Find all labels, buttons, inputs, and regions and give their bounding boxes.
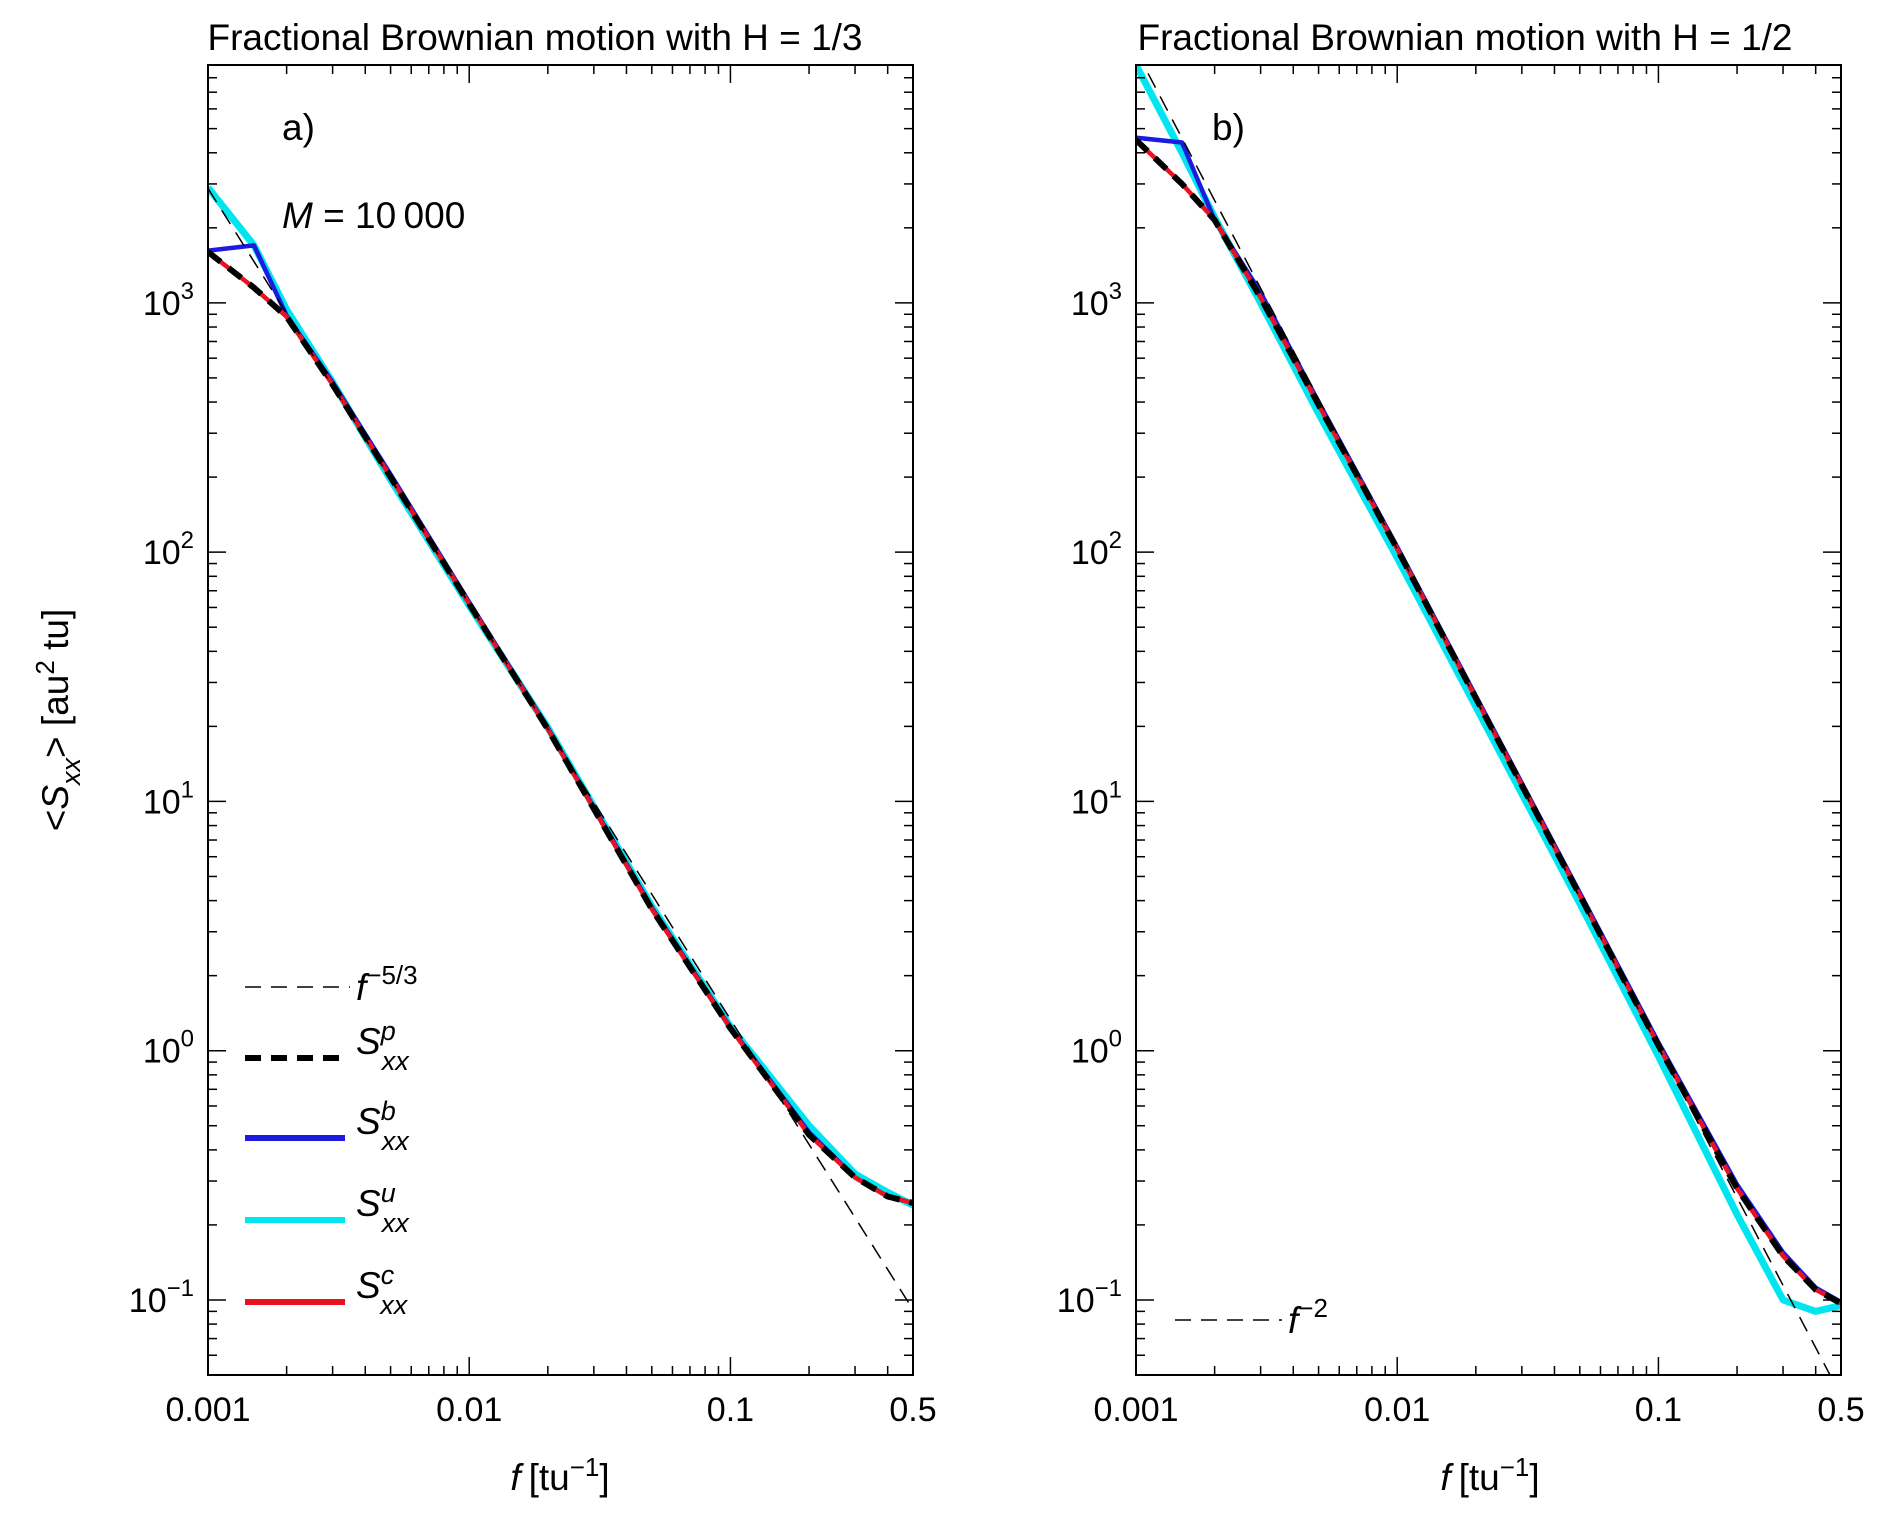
panel-b-label: b) xyxy=(1212,107,1245,148)
x-tick-label: 0.1 xyxy=(1635,1391,1682,1429)
panel-b-frame xyxy=(1135,64,1842,1376)
legend-label-b: Sb xx xyxy=(356,1096,410,1156)
y-tick-label: 100 xyxy=(1071,1026,1122,1071)
series-line-u xyxy=(1136,65,1841,1315)
panel-b-series xyxy=(1136,65,1841,1375)
panel-a-xlabel: f [tu−1] xyxy=(510,1452,609,1498)
panel-a-ylabel: <Sxx> [au2 tu] xyxy=(30,609,86,832)
x-tick-label: 0.5 xyxy=(889,1391,936,1429)
panel-b-ticks: 0.001 0.01 0.1 0.5 10−1 100 101 102 103 xyxy=(1057,64,1865,1429)
x-tick-label: 0.01 xyxy=(1364,1391,1430,1429)
x-tick-label: 0.5 xyxy=(1817,1391,1864,1429)
y-tick-label: 10−1 xyxy=(1057,1275,1122,1320)
reference-power-law xyxy=(208,188,913,1311)
sample-size-var: M xyxy=(282,195,313,236)
legend-label-p: Sp xx xyxy=(356,1016,410,1076)
y-tick-label: 101 xyxy=(1071,776,1122,821)
panel-a-label: a) xyxy=(282,107,315,148)
series-line-c xyxy=(208,250,913,1206)
panel-a-ticks: 0.001 0.01 0.1 0.5 10−1 100 101 102 103 xyxy=(129,64,937,1429)
y-tick-label: 103 xyxy=(1071,278,1122,323)
panel-b-xlabel: f [tu−1] xyxy=(1440,1452,1539,1498)
y-tick-label: 101 xyxy=(143,776,194,821)
panel-a: Fractional Brownian motion with H = 1/3 … xyxy=(30,17,937,1498)
legend-label-reference-b: f−2 xyxy=(1288,1293,1328,1341)
panel-a-series xyxy=(208,185,913,1311)
x-tick-label: 0.1 xyxy=(707,1391,754,1429)
legend-label-reference: f−5/3 xyxy=(356,960,418,1008)
x-tick-label: 0.001 xyxy=(1093,1391,1178,1429)
y-tick-label: 103 xyxy=(143,278,194,323)
legend-label-u: Su xx xyxy=(356,1178,410,1238)
y-tick-label: 10−1 xyxy=(129,1275,194,1320)
series-line-b xyxy=(208,243,913,1206)
sample-size-value: = 10 000 xyxy=(313,195,465,236)
y-tick-label: 102 xyxy=(143,527,194,572)
legend-label-c: Sc xx xyxy=(356,1260,409,1320)
series-line-u xyxy=(208,185,913,1209)
sample-size-annotation: M = 10 000 xyxy=(282,195,465,236)
legend: f−5/3 Sp xx Sb xx Su xx Sc xx xyxy=(245,960,418,1320)
panel-a-title: Fractional Brownian motion with H = 1/3 xyxy=(208,17,863,58)
panel-a-frame xyxy=(207,64,914,1376)
panel-b-title: Fractional Brownian motion with H = 1/2 xyxy=(1138,17,1793,58)
panel-b: Fractional Brownian motion with H = 1/2 … xyxy=(1057,17,1865,1498)
panel-b-reference-legend: f−2 xyxy=(1175,1293,1328,1341)
reference-power-law xyxy=(1142,65,1831,1375)
legend-series: Sp xx Sb xx Su xx Sc xx xyxy=(245,1016,410,1320)
x-tick-label: 0.001 xyxy=(165,1391,250,1429)
series-line-p xyxy=(208,249,913,1206)
x-tick-label: 0.01 xyxy=(436,1391,502,1429)
y-tick-label: 100 xyxy=(143,1026,194,1071)
y-tick-label: 102 xyxy=(1071,527,1122,572)
